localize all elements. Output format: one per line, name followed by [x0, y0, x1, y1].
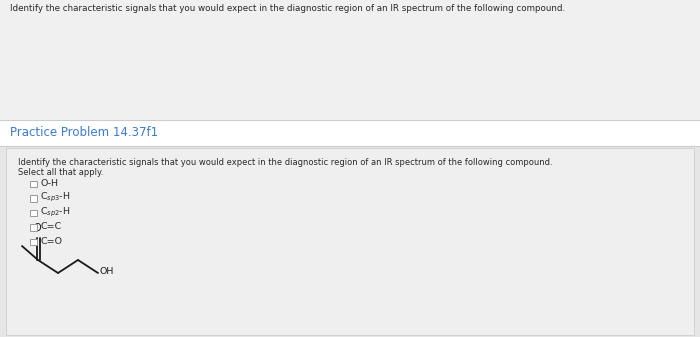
Text: Identify the characteristic signals that you would expect in the diagnostic regi: Identify the characteristic signals that…	[10, 4, 565, 13]
Text: C=C: C=C	[41, 222, 62, 231]
Text: Practice Problem 14.37f1: Practice Problem 14.37f1	[10, 126, 158, 140]
Text: C$_{sp3}$-H: C$_{sp3}$-H	[41, 191, 71, 204]
Text: OH: OH	[100, 268, 114, 276]
FancyBboxPatch shape	[0, 146, 700, 337]
FancyBboxPatch shape	[30, 181, 36, 187]
FancyBboxPatch shape	[30, 195, 36, 202]
Text: C$_{sp2}$-H: C$_{sp2}$-H	[41, 206, 71, 219]
FancyBboxPatch shape	[6, 148, 694, 335]
Text: O-H: O-H	[41, 179, 59, 187]
Text: O: O	[33, 223, 41, 233]
FancyBboxPatch shape	[30, 224, 36, 231]
FancyBboxPatch shape	[0, 0, 700, 120]
Text: Identify the characteristic signals that you would expect in the diagnostic regi: Identify the characteristic signals that…	[18, 158, 552, 167]
FancyBboxPatch shape	[30, 210, 36, 216]
FancyBboxPatch shape	[30, 239, 36, 245]
Text: C=O: C=O	[41, 237, 62, 245]
Text: Select all that apply.: Select all that apply.	[18, 168, 104, 177]
FancyBboxPatch shape	[0, 120, 700, 146]
